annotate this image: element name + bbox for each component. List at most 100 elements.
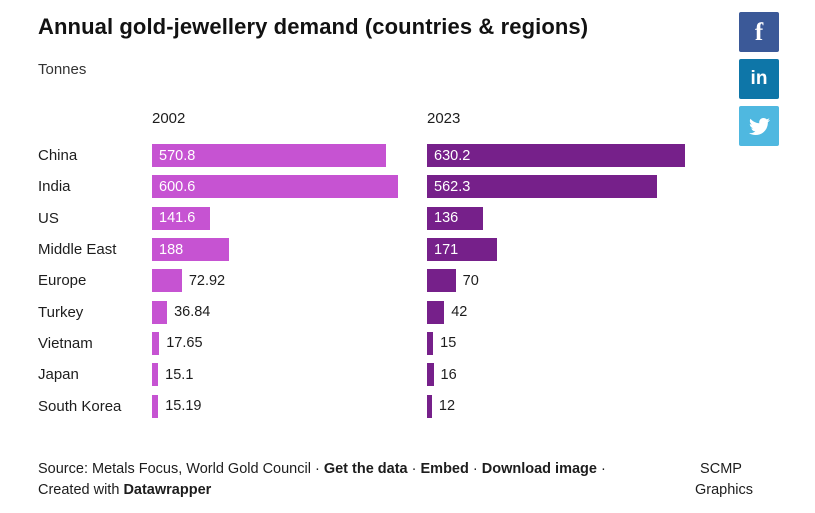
value-label: 15.19 [165, 398, 202, 415]
bar-cell-2023: 171 [427, 234, 702, 265]
country-label: India [38, 178, 71, 196]
chart-row: Japan 15.1 16 [38, 359, 738, 390]
bar-2002 [152, 269, 182, 293]
separator: · [310, 461, 324, 477]
bar-cell-2002: 15.19 [152, 390, 427, 421]
bar-2002 [152, 331, 160, 355]
bar-2023: 171 [427, 238, 497, 262]
value-label: 16 [440, 366, 457, 383]
twitter-share-button[interactable] [739, 106, 779, 146]
bar-cell-2023: 562.3 [427, 171, 702, 202]
value-label: 12 [438, 398, 456, 415]
value-label: 15.1 [165, 366, 194, 383]
column-headers: 2002 2023 [38, 110, 738, 140]
bar-2023 [427, 300, 445, 324]
bar-cell-2023: 630.2 [427, 140, 702, 171]
bar-2023 [427, 363, 434, 387]
bar-2002 [152, 300, 168, 324]
get-the-data-link[interactable]: Get the data [323, 461, 408, 477]
chart-rows: China 570.8 630.2 India 600.6 562.3 US 141.6 136… [38, 140, 738, 422]
country-label: China [38, 147, 78, 165]
bar-cell-2002: 17.65 [152, 328, 427, 359]
bar-cell-2023: 70 [427, 265, 702, 296]
chart-row: Turkey 36.84 42 [38, 296, 738, 327]
chart-row: South Korea 15.19 12 [38, 390, 738, 421]
value-label: 72.92 [188, 272, 226, 289]
value-label: 171 [434, 241, 459, 258]
bar-cell-2002: 141.6 [152, 203, 427, 234]
bar-cell-2002: 36.84 [152, 296, 427, 327]
bar-2023 [427, 331, 434, 355]
facebook-icon: f [754, 19, 764, 46]
chart-row: China 570.8 630.2 [38, 140, 738, 171]
chart-title: Annual gold-jewellery demand (countries … [38, 14, 589, 39]
bar-cell-2023: 15 [427, 328, 702, 359]
bar-cell-2002: 600.6 [152, 171, 427, 202]
chart-row: Europe 72.92 70 [38, 265, 738, 296]
value-label: 562.3 [434, 178, 471, 195]
twitter-bird-icon [748, 117, 770, 135]
value-label: 600.6 [159, 178, 196, 195]
country-label: South Korea [38, 397, 122, 415]
country-label: Middle East [38, 241, 117, 259]
bar-cell-2002: 15.1 [152, 359, 427, 390]
bar-2002: 141.6 [152, 206, 210, 230]
embed-link[interactable]: Embed [420, 461, 469, 477]
column-header-2002: 2002 [152, 110, 186, 127]
bar-2023: 630.2 [427, 144, 685, 168]
bar-2023: 136 [427, 206, 483, 230]
bar-chart: 2002 2023 China 570.8 630.2 India 600.6 562.3… [38, 110, 738, 422]
value-label: 136 [434, 210, 459, 227]
bar-cell-2002: 72.92 [152, 265, 427, 296]
chart-row: US 141.6 136 [38, 203, 738, 234]
linkedin-icon: in [750, 68, 768, 89]
value-label: 630.2 [434, 147, 471, 164]
column-header-2023: 2023 [427, 110, 461, 127]
separator: · [407, 461, 421, 477]
datawrapper-link[interactable]: Datawrapper [123, 482, 212, 498]
bar-2023 [427, 269, 456, 293]
country-label: Vietnam [38, 334, 93, 352]
separator: · [468, 461, 482, 477]
chart-subtitle: Tonnes [38, 61, 87, 78]
bar-cell-2002: 570.8 [152, 140, 427, 171]
created-with-text: Created with [38, 482, 124, 498]
bar-cell-2023: 12 [427, 390, 702, 421]
country-label: US [38, 209, 59, 227]
chart-row: Vietnam 17.65 15 [38, 328, 738, 359]
bar-2002 [152, 363, 159, 387]
source-text: Source: Metals Focus, World Gold Council [38, 461, 311, 477]
bar-cell-2023: 42 [427, 296, 702, 327]
bar-2023: 562.3 [427, 175, 658, 199]
footer-source-line: Source: Metals Focus, World Gold Council… [38, 459, 608, 501]
bar-2002 [152, 394, 159, 418]
social-share-bar: f in [739, 12, 779, 146]
facebook-share-button[interactable]: f [739, 12, 779, 52]
chart-row: India 600.6 562.3 [38, 171, 738, 202]
value-label: 570.8 [159, 147, 196, 164]
country-label: Turkey [38, 303, 84, 321]
value-label: 15 [440, 335, 457, 352]
linkedin-share-button[interactable]: in [739, 59, 779, 99]
bar-2002: 188 [152, 238, 229, 262]
value-label: 17.65 [166, 335, 203, 352]
scmp-graphics-credit: SCMP Graphics [695, 459, 754, 501]
country-label: Japan [38, 366, 79, 384]
credit-line-2: Graphics [695, 482, 754, 498]
value-label: 141.6 [159, 210, 196, 227]
country-label: Europe [38, 272, 87, 290]
value-label: 188 [159, 241, 184, 258]
bar-2023 [427, 394, 432, 418]
bar-2002: 600.6 [152, 175, 398, 199]
chart-row: Middle East 188 171 [38, 234, 738, 265]
value-label: 42 [451, 304, 468, 321]
bar-cell-2023: 136 [427, 203, 702, 234]
bar-cell-2002: 188 [152, 234, 427, 265]
credit-line-1: SCMP [700, 461, 742, 477]
value-label: 70 [462, 272, 479, 289]
separator: · [596, 461, 606, 477]
value-label: 36.84 [174, 304, 211, 321]
bar-cell-2023: 16 [427, 359, 702, 390]
download-image-link[interactable]: Download image [481, 461, 597, 477]
